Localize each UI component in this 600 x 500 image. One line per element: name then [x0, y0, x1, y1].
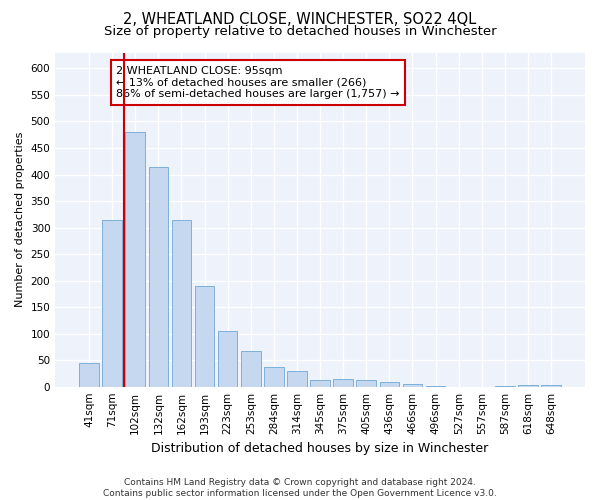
Bar [310, 380, 330, 386]
X-axis label: Distribution of detached houses by size in Winchester: Distribution of detached houses by size … [151, 442, 489, 455]
Bar [195, 286, 214, 386]
Bar [149, 166, 168, 386]
Bar [403, 384, 422, 386]
Bar [79, 363, 99, 386]
Bar [541, 385, 561, 386]
Y-axis label: Number of detached properties: Number of detached properties [15, 132, 25, 308]
Text: 2, WHEATLAND CLOSE, WINCHESTER, SO22 4QL: 2, WHEATLAND CLOSE, WINCHESTER, SO22 4QL [124, 12, 476, 28]
Text: 2 WHEATLAND CLOSE: 95sqm
← 13% of detached houses are smaller (266)
86% of semi-: 2 WHEATLAND CLOSE: 95sqm ← 13% of detach… [116, 66, 400, 99]
Text: Contains HM Land Registry data © Crown copyright and database right 2024.
Contai: Contains HM Land Registry data © Crown c… [103, 478, 497, 498]
Bar [125, 132, 145, 386]
Text: Size of property relative to detached houses in Winchester: Size of property relative to detached ho… [104, 25, 496, 38]
Bar [172, 220, 191, 386]
Bar [287, 371, 307, 386]
Bar [103, 220, 122, 386]
Bar [241, 350, 260, 386]
Bar [380, 382, 399, 386]
Bar [334, 378, 353, 386]
Bar [356, 380, 376, 386]
Bar [264, 367, 284, 386]
Bar [218, 331, 238, 386]
Bar [518, 384, 538, 386]
